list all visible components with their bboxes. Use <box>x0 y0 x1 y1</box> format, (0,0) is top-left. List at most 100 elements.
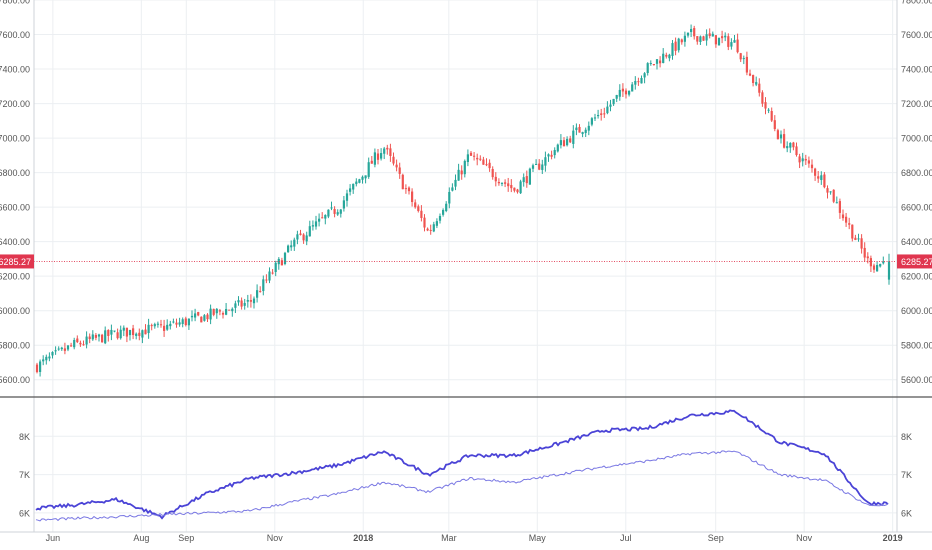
candle-body <box>73 339 76 348</box>
candle-body <box>454 179 457 187</box>
candle <box>702 35 705 41</box>
candle <box>76 335 79 344</box>
candle <box>358 178 361 184</box>
candle-body <box>274 262 277 273</box>
x-tick-label: Nov <box>796 533 813 543</box>
candle <box>485 158 488 167</box>
candle <box>634 76 637 90</box>
candle-body <box>606 106 609 114</box>
candle-body <box>838 201 841 213</box>
candle <box>479 155 482 162</box>
candle <box>308 220 311 237</box>
candle <box>745 51 748 76</box>
candle <box>569 135 572 144</box>
candle <box>355 178 358 187</box>
candle-body <box>432 224 435 232</box>
candle <box>277 257 280 270</box>
indicator-line-primary <box>35 409 889 520</box>
candle <box>380 148 383 161</box>
candle-body <box>60 347 63 350</box>
candle <box>259 286 262 293</box>
candle <box>159 319 163 328</box>
candle <box>97 333 101 342</box>
candle <box>612 98 615 106</box>
candle-body <box>730 42 733 47</box>
candle <box>48 352 51 362</box>
candle-body <box>215 308 218 314</box>
candle <box>373 148 376 168</box>
candle-body <box>469 152 473 156</box>
candle-body <box>76 338 79 343</box>
candle-body <box>832 189 835 202</box>
y-tick-label: 6600.00 <box>0 203 30 213</box>
candle <box>879 263 882 268</box>
price-axis-right: 5600.00 5800.00 6000.00 6200.00 6400.00 6600.… <box>896 0 932 532</box>
candle-body <box>407 187 411 192</box>
candle <box>206 313 209 322</box>
candle-body <box>804 158 807 161</box>
candle-body <box>318 218 321 222</box>
candle-body <box>85 336 88 345</box>
candle <box>795 142 798 157</box>
candle-body <box>724 35 727 38</box>
y-tick-label: 7600.00 <box>901 30 932 40</box>
candle <box>70 342 73 347</box>
candle-body <box>714 35 717 45</box>
candle <box>615 94 618 103</box>
candle <box>863 242 866 262</box>
candle-body <box>525 176 528 184</box>
candle <box>770 107 773 123</box>
candle <box>42 355 45 366</box>
candle <box>432 221 435 233</box>
candle-body <box>206 314 209 320</box>
candle-body <box>671 43 674 56</box>
candle-body <box>246 300 249 302</box>
candle-body <box>814 168 817 176</box>
candle <box>662 48 665 64</box>
candle <box>271 269 274 275</box>
candle <box>110 324 113 341</box>
y-tick-label: 7200.00 <box>0 99 30 109</box>
candle <box>386 144 389 155</box>
x-tick-label: May <box>529 533 547 543</box>
candle <box>125 327 128 343</box>
candle <box>339 208 342 218</box>
candle-body <box>187 318 190 326</box>
candle-body <box>510 185 513 189</box>
candle <box>497 178 500 186</box>
candle <box>714 34 717 48</box>
candle <box>845 212 848 227</box>
candle <box>411 188 414 207</box>
candle <box>113 330 116 333</box>
candle <box>786 141 789 153</box>
candle-body <box>538 163 541 170</box>
candle <box>584 127 587 138</box>
candle-body <box>810 164 814 169</box>
candle <box>287 244 290 253</box>
candle <box>190 310 194 322</box>
candle <box>246 294 249 308</box>
candle-body <box>181 319 184 325</box>
candle <box>469 150 473 156</box>
candle-body <box>339 209 342 214</box>
candle-body <box>178 322 181 325</box>
candle <box>147 318 150 339</box>
candle-body <box>798 156 801 163</box>
candle-body <box>367 162 370 177</box>
candle-body <box>745 56 748 73</box>
candle-body <box>172 321 175 323</box>
candle-body <box>643 73 646 78</box>
candle-body <box>324 215 327 219</box>
candle <box>150 323 153 331</box>
candle-body <box>556 144 559 152</box>
candle <box>398 162 401 179</box>
candle <box>643 72 646 84</box>
candle-body <box>562 140 566 147</box>
candle <box>814 167 817 181</box>
candle <box>761 90 764 107</box>
candle <box>804 154 807 165</box>
candle-body <box>531 165 535 169</box>
candle-body <box>783 134 786 148</box>
y-tick-label: 7800.00 <box>0 0 30 6</box>
